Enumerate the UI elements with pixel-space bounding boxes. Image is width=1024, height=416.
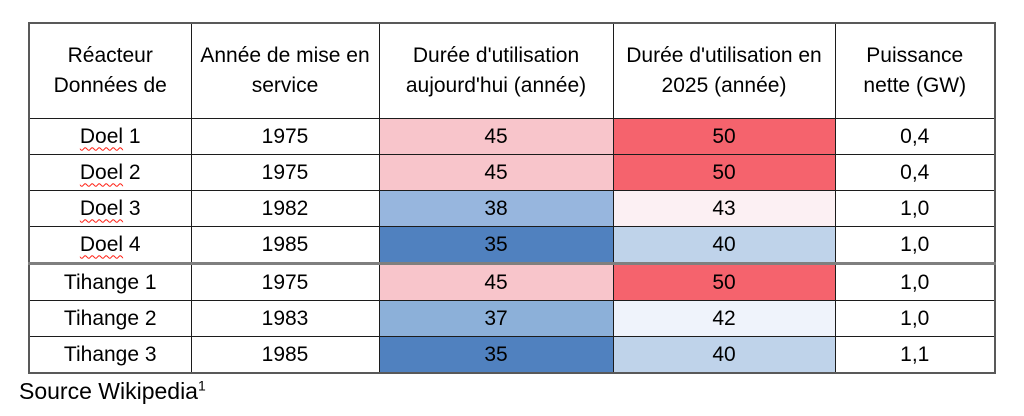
header-duration-today: Durée d'utilisation aujourd'hui (année) <box>378 22 614 119</box>
cell-duration-2025: 40 <box>612 226 836 264</box>
reactor-name-word: Doel <box>79 124 124 148</box>
reactor-name-word: Tihange <box>63 306 140 330</box>
cell-reactor: Doel 4 <box>28 226 192 264</box>
cell-duration-2025: 50 <box>612 262 836 301</box>
cell-year: 1975 <box>190 118 380 155</box>
cell-reactor: Doel 3 <box>28 190 192 227</box>
cell-duration-2025: 40 <box>612 336 836 374</box>
reactor-name-word: Doel <box>79 160 124 184</box>
cell-duration-2025: 50 <box>612 154 836 191</box>
reactor-name-word: Doel <box>79 196 124 220</box>
source-text: Source Wikipedia <box>19 378 198 404</box>
reactor-name-number: 3 <box>123 196 141 220</box>
cell-year: 1985 <box>190 336 380 374</box>
footnote-marker: 1 <box>197 377 206 394</box>
cell-power: 1,0 <box>834 300 996 337</box>
header-reactor-line1: Réacteur <box>67 44 153 67</box>
cell-year: 1975 <box>190 154 380 191</box>
cell-reactor: Tihange 1 <box>28 262 192 301</box>
table-body: Doel 1 1975 45 50 0,4 Doel 2 1975 45 50 … <box>28 118 996 374</box>
reactor-name-number: 2 <box>139 306 157 330</box>
cell-power: 0,4 <box>834 118 996 155</box>
cell-year: 1983 <box>190 300 380 337</box>
reactor-name-number: 1 <box>139 270 157 294</box>
header-power: Puissance nette (GW) <box>834 22 996 119</box>
cell-year: 1975 <box>190 262 380 301</box>
cell-power: 1,0 <box>834 190 996 227</box>
reactor-name-word: Tihange <box>63 270 140 294</box>
cell-duration-today: 35 <box>378 336 614 374</box>
cell-duration-2025: 50 <box>612 118 836 155</box>
cell-power: 1,1 <box>834 336 996 374</box>
cell-duration-today: 45 <box>378 262 614 301</box>
cell-duration-today: 38 <box>378 190 614 227</box>
cell-power: 0,4 <box>834 154 996 191</box>
table-row: Tihange 3 1985 35 40 1,1 <box>28 336 996 374</box>
header-reactor: Réacteur Données de <box>28 22 192 119</box>
table-row: Doel 1 1975 45 50 0,4 <box>28 118 996 155</box>
cell-duration-today: 37 <box>378 300 614 337</box>
reactor-name-number: 1 <box>123 124 141 148</box>
cell-duration-today: 45 <box>378 118 614 155</box>
reactor-name-word: Tihange <box>63 342 140 366</box>
header-reactor-line2: Données de <box>53 74 167 97</box>
table-row: Doel 2 1975 45 50 0,4 <box>28 154 996 191</box>
reactor-name-number: 2 <box>123 160 141 184</box>
header-duration-2025: Durée d'utilisation en 2025 (année) <box>612 22 836 119</box>
cell-reactor: Doel 2 <box>28 154 192 191</box>
header-year: Année de mise en service <box>190 22 380 119</box>
cell-reactor: Tihange 2 <box>28 300 192 337</box>
cell-duration-today: 35 <box>378 226 614 264</box>
reactor-name-number: 4 <box>123 232 141 256</box>
cell-duration-today: 45 <box>378 154 614 191</box>
cell-duration-2025: 42 <box>612 300 836 337</box>
table-header-row: Réacteur Données de Année de mise en ser… <box>28 22 996 119</box>
reactor-name-number: 3 <box>139 342 157 366</box>
table-row: Doel 3 1982 38 43 1,0 <box>28 190 996 227</box>
cell-reactor: Tihange 3 <box>28 336 192 374</box>
reactor-table: Réacteur Données de Année de mise en ser… <box>28 22 996 374</box>
cell-reactor: Doel 1 <box>28 118 192 155</box>
table-row: Doel 4 1985 35 40 1,0 <box>28 226 996 264</box>
table-row: Tihange 1 1975 45 50 1,0 <box>28 262 996 301</box>
reactor-name-word: Doel <box>79 232 124 256</box>
cell-power: 1,0 <box>834 262 996 301</box>
table-row: Tihange 2 1983 37 42 1,0 <box>28 300 996 337</box>
cell-year: 1982 <box>190 190 380 227</box>
source-note: Source Wikipedia1 <box>19 378 206 405</box>
cell-power: 1,0 <box>834 226 996 264</box>
cell-duration-2025: 43 <box>612 190 836 227</box>
cell-year: 1985 <box>190 226 380 264</box>
